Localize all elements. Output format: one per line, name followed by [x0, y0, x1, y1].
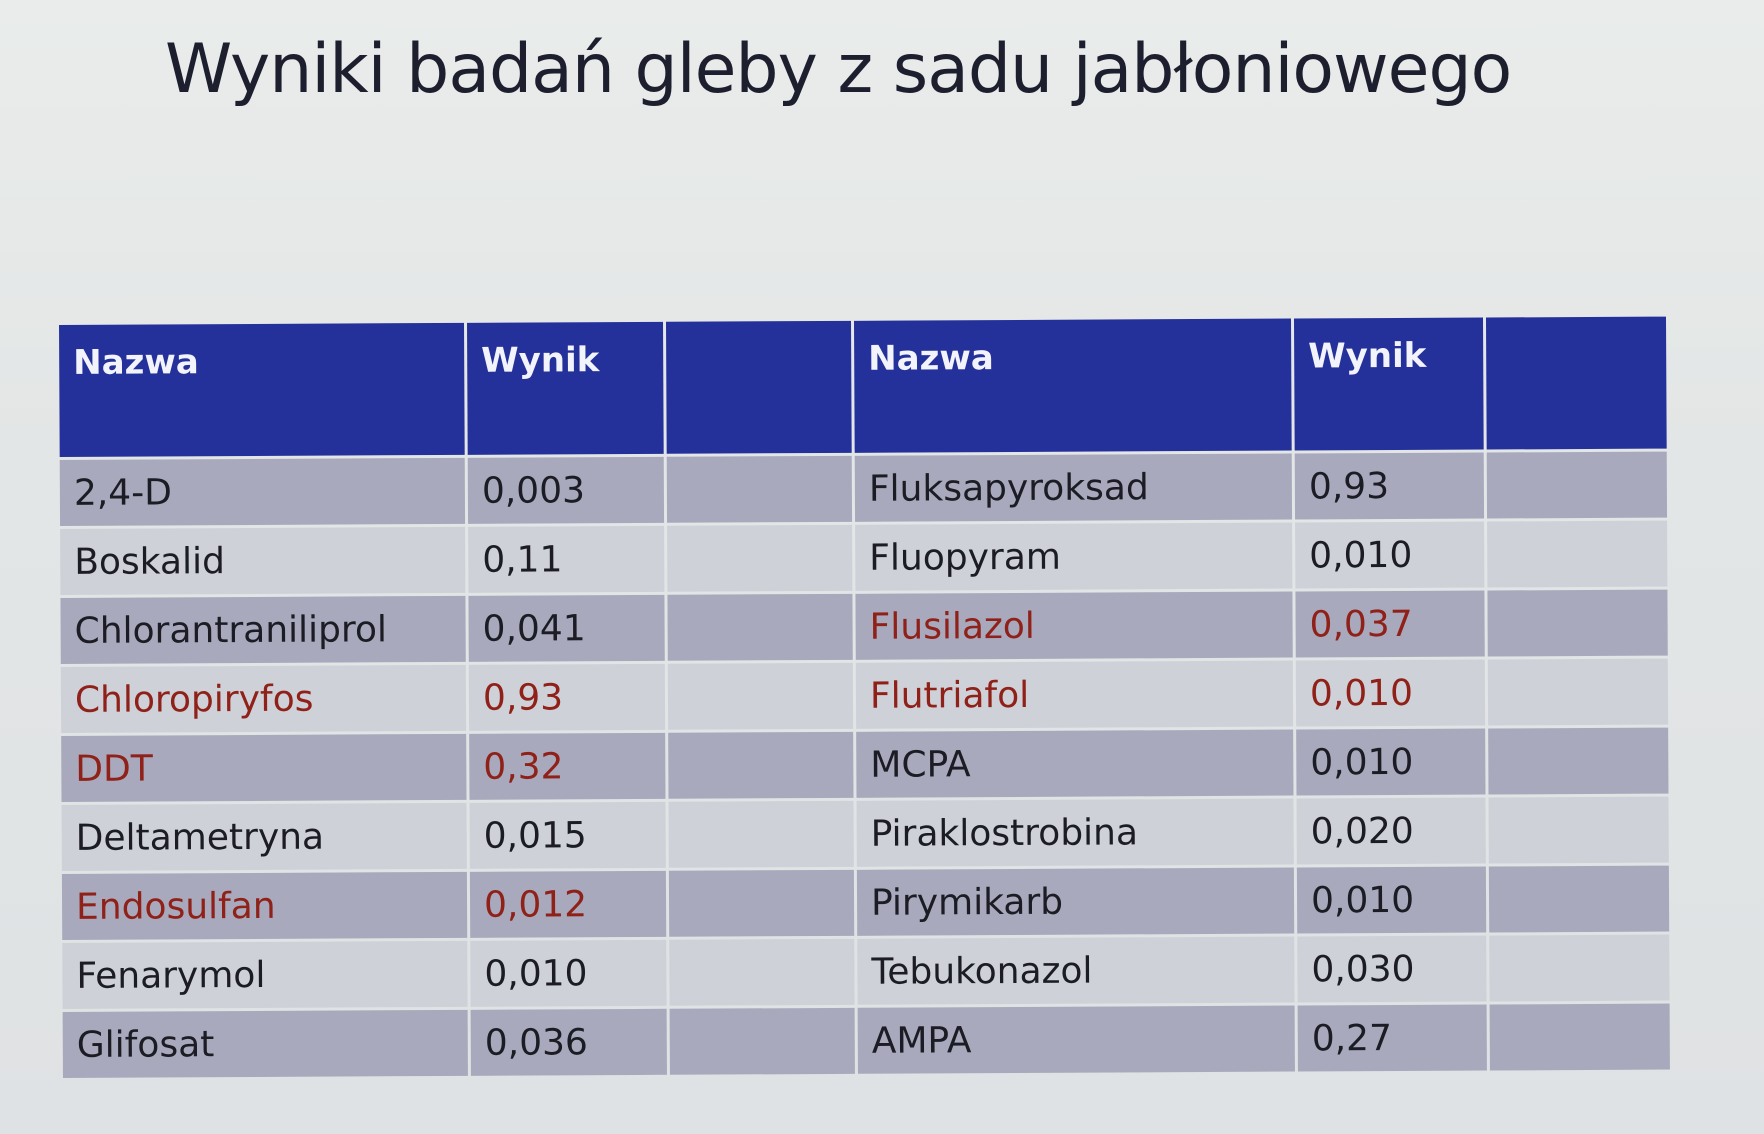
- left-value-cell: 0,32: [469, 732, 666, 800]
- empty-cell: [668, 800, 854, 868]
- table-row: Chloropiryfos 0,93 Flutriafol 0,010: [60, 658, 1669, 733]
- left-name-cell: Chlorantraniliprol: [60, 595, 466, 664]
- right-value-cell: 0,93: [1294, 452, 1485, 520]
- table-row: 2,4-D 0,003 Fluksapyroksad 0,93: [59, 451, 1668, 526]
- left-name-cell: Boskalid: [60, 526, 466, 595]
- left-value-cell: 0,041: [468, 594, 665, 662]
- left-name-cell: Glifosat: [62, 1009, 468, 1078]
- left-value-cell: 0,11: [468, 525, 665, 593]
- left-name-cell: Deltametryna: [61, 802, 467, 871]
- header-name-right: Nazwa: [854, 318, 1292, 453]
- right-value-cell: 0,030: [1297, 935, 1487, 1003]
- table-row: Boskalid 0,11 Fluopyram 0,010: [60, 520, 1668, 595]
- empty-cell: [1486, 451, 1668, 519]
- empty-cell: [666, 455, 853, 523]
- empty-cell: [667, 662, 854, 730]
- header-empty-right: [1485, 316, 1667, 450]
- left-name-cell: 2,4-D: [59, 457, 466, 526]
- header-empty-left: [666, 320, 852, 454]
- empty-cell: [1488, 865, 1670, 933]
- left-value-cell: 0,93: [468, 663, 666, 731]
- left-value-cell: 0,010: [470, 939, 667, 1007]
- empty-cell: [1488, 727, 1669, 795]
- right-name-cell: Flusilazol: [855, 591, 1293, 660]
- table-row: DDT 0,32 MCPA 0,010: [61, 727, 1669, 802]
- empty-cell: [669, 938, 855, 1006]
- right-value-cell: 0,27: [1297, 1004, 1487, 1072]
- right-value-cell: 0,010: [1295, 521, 1485, 589]
- left-name-cell: Fenarymol: [62, 940, 468, 1009]
- right-value-cell: 0,010: [1296, 866, 1487, 934]
- empty-cell: [1487, 520, 1668, 588]
- left-value-cell: 0,015: [469, 801, 666, 869]
- empty-cell: [668, 869, 855, 937]
- right-value-cell: 0,010: [1296, 728, 1486, 796]
- right-name-cell: Fluopyram: [855, 522, 1293, 591]
- table-row: Chlorantraniliprol 0,041 Flusilazol 0,03…: [60, 589, 1668, 664]
- slide-title: Wyniki badań gleby z sadu jabłoniowego: [165, 30, 1512, 109]
- right-value-cell: 0,020: [1296, 797, 1486, 865]
- right-name-cell: Piraklostrobina: [856, 798, 1294, 867]
- left-value-cell: 0,003: [467, 456, 665, 524]
- right-name-cell: AMPA: [857, 1005, 1295, 1074]
- table-row: Deltametryna 0,015 Piraklostrobina 0,020: [61, 796, 1669, 871]
- left-value-cell: 0,012: [469, 870, 667, 938]
- right-name-cell: Tebukonazol: [857, 936, 1295, 1005]
- empty-cell: [1489, 1003, 1670, 1071]
- empty-cell: [1488, 796, 1669, 864]
- right-name-cell: MCPA: [856, 729, 1294, 798]
- soil-results-table: Nazwa Wynik Nazwa Wynik 2,4-D 0,003 Fluk…: [56, 314, 1673, 1081]
- empty-cell: [1487, 589, 1668, 657]
- left-value-cell: 0,036: [470, 1008, 667, 1076]
- right-name-cell: Flutriafol: [855, 660, 1294, 729]
- table-row: Fenarymol 0,010 Tebukonazol 0,030: [62, 934, 1670, 1009]
- header-value-right: Wynik: [1293, 317, 1484, 451]
- empty-cell: [667, 524, 853, 592]
- empty-cell: [1489, 934, 1670, 1002]
- right-name-cell: Fluksapyroksad: [854, 453, 1293, 522]
- right-name-cell: Pirymikarb: [856, 867, 1295, 936]
- left-name-cell: Endosulfan: [61, 871, 468, 940]
- empty-cell: [667, 593, 853, 661]
- header-name-left: Nazwa: [59, 322, 465, 457]
- empty-cell: [1487, 658, 1669, 726]
- empty-cell: [669, 1007, 855, 1075]
- left-name-cell: DDT: [61, 733, 467, 802]
- left-name-cell: Chloropiryfos: [60, 664, 467, 733]
- header-value-left: Wynik: [467, 321, 664, 455]
- right-value-cell: 0,037: [1295, 590, 1485, 658]
- right-value-cell: 0,010: [1295, 659, 1486, 727]
- table-row: Endosulfan 0,012 Pirymikarb 0,010: [61, 865, 1670, 940]
- table-row: Glifosat 0,036 AMPA 0,27: [62, 1003, 1670, 1078]
- empty-cell: [668, 731, 854, 799]
- table-header-row: Nazwa Wynik Nazwa Wynik: [59, 316, 1667, 457]
